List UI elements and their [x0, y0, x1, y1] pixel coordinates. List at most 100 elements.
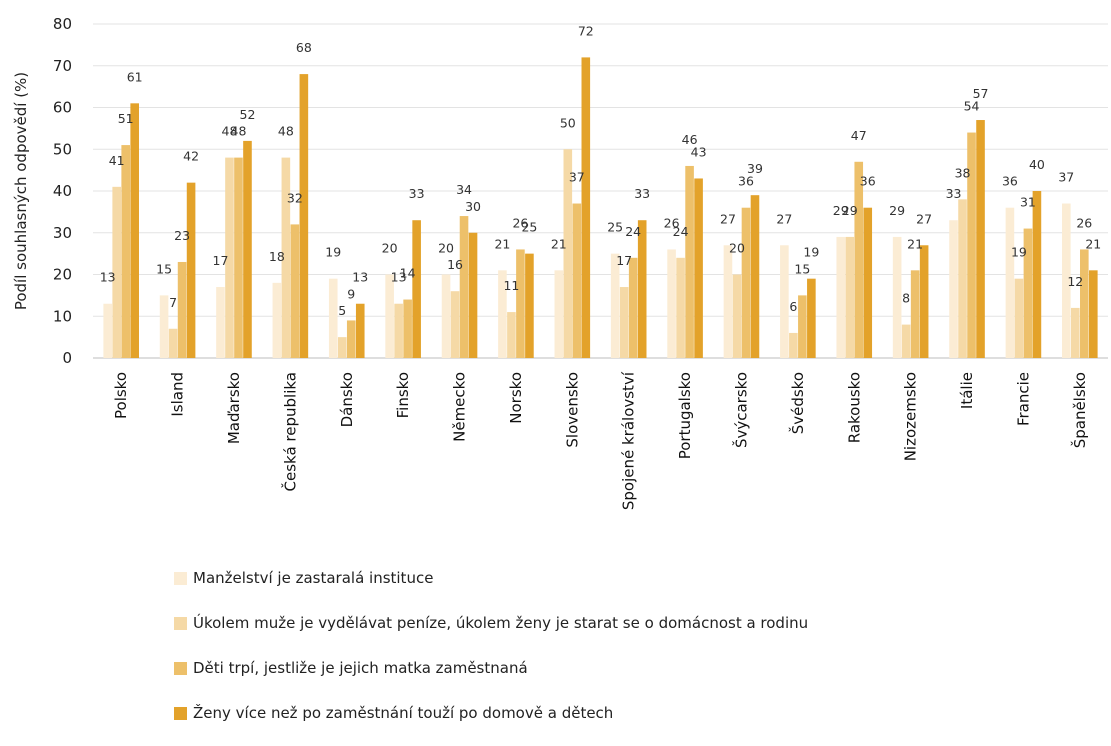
y-tick-label: 70 — [53, 57, 72, 75]
bar-series-2 — [281, 157, 291, 358]
legend-swatch-2 — [174, 616, 187, 630]
data-label: 29 — [889, 203, 905, 218]
bar-series-3 — [290, 224, 300, 358]
bar-series-2 — [619, 287, 629, 358]
legend-item-series-4: Ženy více než po zaměstnání touží po dom… — [174, 701, 808, 725]
legend-swatch-4 — [174, 706, 187, 720]
bar-series-3 — [854, 161, 864, 358]
bar-series-1 — [385, 274, 394, 358]
data-label: 36 — [860, 174, 876, 189]
legend-label-1: Manželství je zastaralá instituce — [193, 569, 434, 587]
x-category-label: Nizozemsko — [902, 372, 920, 461]
y-tick-label: 60 — [53, 99, 72, 117]
data-label: 18 — [269, 249, 285, 264]
gridlines — [93, 23, 1108, 359]
y-tick-label: 30 — [53, 224, 72, 242]
bar-series-3 — [459, 216, 469, 358]
data-label: 41 — [109, 153, 125, 168]
data-label: 15 — [794, 261, 810, 276]
data-label: 7 — [169, 295, 177, 310]
bar-series-1 — [103, 303, 112, 358]
data-label: 20 — [438, 241, 454, 256]
bar-series-2 — [845, 236, 855, 358]
x-category-label: Finsko — [394, 372, 412, 418]
x-category-label: Slovensko — [563, 372, 581, 448]
bar-series-3 — [177, 261, 187, 358]
legend-item-series-3: Děti trpí, jestliže je jejich matka zamě… — [174, 656, 808, 680]
data-label: 29 — [842, 203, 858, 218]
bar-series-3 — [1023, 228, 1033, 358]
bar-series-4 — [637, 220, 647, 358]
bar-series-2 — [507, 312, 516, 358]
bar-series-4 — [863, 207, 873, 358]
data-label: 19 — [1011, 245, 1027, 260]
data-label: 19 — [803, 245, 819, 260]
data-label: 47 — [851, 128, 867, 143]
bar-series-1 — [554, 270, 564, 358]
x-category-label: Rakousko — [845, 372, 863, 443]
bar-series-4 — [186, 182, 196, 358]
data-label: 51 — [118, 111, 134, 126]
y-tick-label: 0 — [62, 349, 72, 367]
y-axis-ticks: 0 10 20 30 40 50 60 70 80 — [53, 15, 72, 367]
y-tick-label: 20 — [53, 266, 72, 284]
bar-series-4 — [750, 195, 760, 358]
bar-series-1 — [159, 295, 169, 359]
data-label: 42 — [183, 149, 199, 164]
x-category-label: Norsko — [507, 372, 525, 424]
data-label: 36 — [738, 174, 754, 189]
bar-series-1 — [498, 270, 507, 358]
bar-series-4 — [299, 74, 309, 358]
x-category-label: Maďarsko — [225, 372, 243, 444]
bar-series-3 — [798, 295, 807, 359]
bar-series-2 — [563, 149, 573, 358]
data-label: 33 — [946, 186, 962, 201]
data-label: 13 — [352, 270, 368, 285]
data-label: 20 — [382, 241, 398, 256]
data-label: 21 — [907, 236, 923, 251]
bar-series-2 — [225, 157, 234, 358]
data-label: 50 — [560, 115, 576, 130]
data-label: 36 — [1002, 174, 1018, 189]
data-label: 54 — [964, 99, 980, 114]
x-category-label: Španělsko — [1070, 372, 1089, 448]
bar-series-4 — [243, 140, 252, 358]
bar-series-2 — [1071, 307, 1080, 358]
data-label: 34 — [456, 182, 472, 197]
x-category-label: Spojené království — [620, 371, 638, 510]
data-label: 13 — [391, 270, 407, 285]
y-tick-label: 50 — [53, 140, 72, 158]
bar-series-4 — [694, 178, 703, 358]
bar-series-1 — [441, 274, 451, 358]
data-label: 14 — [400, 266, 416, 281]
legend-item-series-1: Manželství je zastaralá instituce — [174, 566, 808, 590]
chart-root: 13 41 51 61 15 7 23 42 17 48 48 52 18 48 32 68 19 5 9 13 20 1… — [12, 15, 1108, 725]
bar-series-3 — [1080, 249, 1089, 358]
bar-series-4 — [807, 278, 816, 358]
x-category-label: Dánsko — [338, 372, 356, 427]
data-label: 8 — [902, 291, 910, 306]
y-tick-label: 80 — [53, 15, 72, 33]
bar-series-3 — [910, 270, 920, 358]
data-label: 19 — [325, 245, 341, 260]
data-label: 72 — [578, 23, 594, 38]
bar-series-1 — [667, 249, 676, 358]
data-label: 33 — [409, 186, 425, 201]
bar-series-4 — [976, 120, 985, 358]
data-label: 26 — [1076, 215, 1092, 230]
legend-swatch-1 — [174, 571, 187, 585]
data-label: 21 — [1085, 236, 1101, 251]
bar-series-2 — [337, 337, 347, 359]
bar-series-3 — [628, 257, 638, 358]
x-category-label: Polsko — [112, 372, 130, 419]
bar-series-1 — [892, 236, 902, 358]
bar-series-3 — [403, 299, 412, 358]
bar-series-2 — [394, 303, 403, 358]
data-label: 27 — [776, 211, 792, 226]
bar-series-2 — [450, 291, 460, 358]
bar-series-1 — [949, 220, 958, 358]
data-label: 48 — [222, 124, 238, 139]
bar-series-4 — [1032, 191, 1042, 358]
bar-series-2 — [958, 199, 967, 358]
bar-series-2 — [112, 186, 121, 358]
